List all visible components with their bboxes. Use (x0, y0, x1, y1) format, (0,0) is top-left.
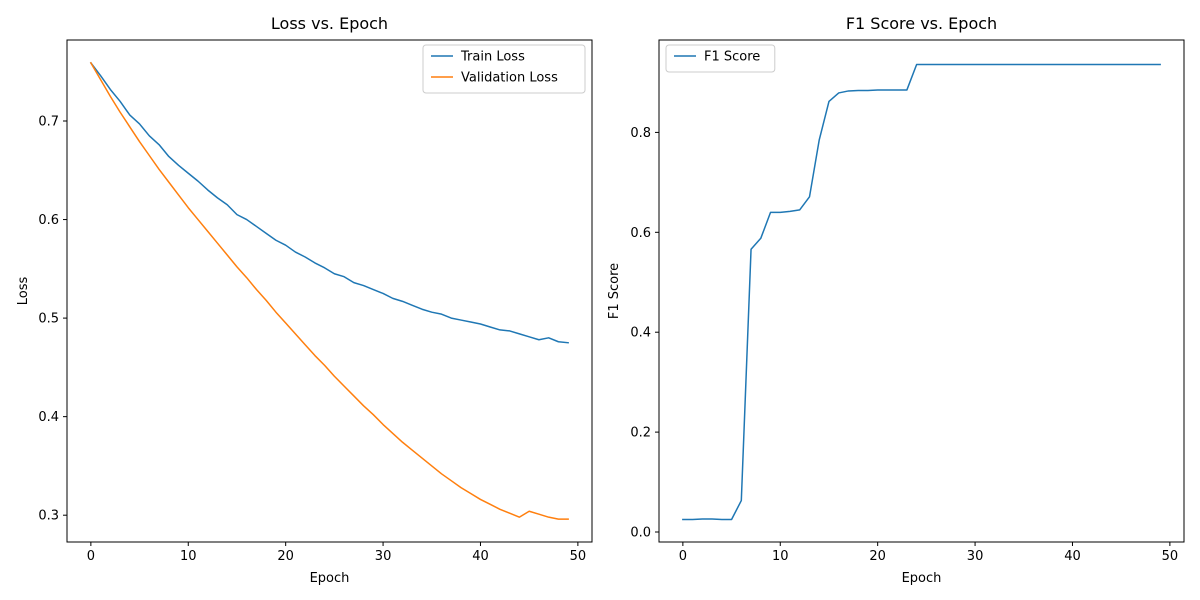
loss-chart-legend-label-validation-loss: Validation Loss (461, 71, 558, 86)
loss-chart-legend-box (422, 44, 586, 94)
f1-chart-lines (682, 63, 1161, 521)
f1-chart-f1-score-line (682, 63, 1161, 521)
loss-chart-legend: Train Loss Validation Loss (422, 44, 586, 94)
loss-chart-ytick-label: 0.5 (38, 312, 59, 327)
loss-chart-frame (66, 39, 593, 543)
loss-chart-ytick-label: 0.4 (38, 410, 59, 425)
f1-chart-ticks: 0 10 20 30 40 50 0.0 0.2 0.4 0.6 0.8 (630, 126, 1178, 564)
f1-chart-ytick-label: 0.4 (630, 326, 651, 341)
f1-chart-xtick-label: 0 (679, 549, 687, 564)
loss-chart-xlabel: Epoch (310, 571, 350, 586)
f1-chart-ytick-label: 0.0 (630, 526, 651, 541)
loss-chart-ytick-label: 0.7 (38, 115, 59, 130)
loss-chart-xtick-label: 40 (472, 549, 489, 564)
loss-chart-xtick-label: 10 (180, 549, 197, 564)
f1-chart-ytick-label: 0.8 (630, 126, 651, 141)
loss-chart-xtick-label: 0 (87, 549, 95, 564)
loss-chart: Loss vs. Epoch Epoch Loss 0 10 20 30 40 50 0.3… (16, 14, 593, 586)
loss-chart-ytick-label: 0.6 (38, 213, 59, 228)
f1-chart-xtick-label: 40 (1064, 549, 1081, 564)
f1-chart-title: F1 Score vs. Epoch (846, 14, 997, 33)
loss-chart-train-loss-line (89, 61, 569, 344)
f1-chart-frame (658, 39, 1185, 543)
f1-chart-ytick-label: 0.6 (630, 226, 651, 241)
loss-chart-xtick-label: 50 (570, 549, 587, 564)
f1-chart-legend-label-f1-score: F1 Score (704, 50, 760, 65)
f1-chart-xtick-label: 20 (869, 549, 886, 564)
loss-chart-validation-loss-line (89, 61, 569, 520)
loss-chart-xtick-label: 20 (277, 549, 294, 564)
loss-chart-title: Loss vs. Epoch (271, 14, 388, 33)
f1-chart-legend-box (665, 44, 776, 73)
loss-chart-ticks: 0 10 20 30 40 50 0.3 0.4 0.5 0.6 0.7 (38, 115, 586, 564)
f1-chart-ytick-label: 0.2 (630, 426, 651, 441)
loss-chart-xtick-label: 30 (375, 549, 392, 564)
f1-chart-xtick-label: 30 (967, 549, 984, 564)
f1-chart-xlabel: Epoch (902, 571, 942, 586)
loss-chart-ytick-label: 0.3 (38, 509, 59, 524)
loss-chart-lines (89, 61, 569, 520)
loss-chart-ylabel: Loss (16, 277, 31, 306)
f1-chart-ylabel: F1 Score (607, 263, 622, 319)
loss-chart-legend-label-train-loss: Train Loss (460, 50, 525, 65)
f1-chart-legend: F1 Score (665, 44, 776, 73)
f1-chart-xtick-label: 10 (772, 549, 789, 564)
f1-chart-xtick-label: 50 (1162, 549, 1179, 564)
f1-chart: F1 Score vs. Epoch Epoch F1 Score 0 10 20 3… (607, 14, 1185, 586)
